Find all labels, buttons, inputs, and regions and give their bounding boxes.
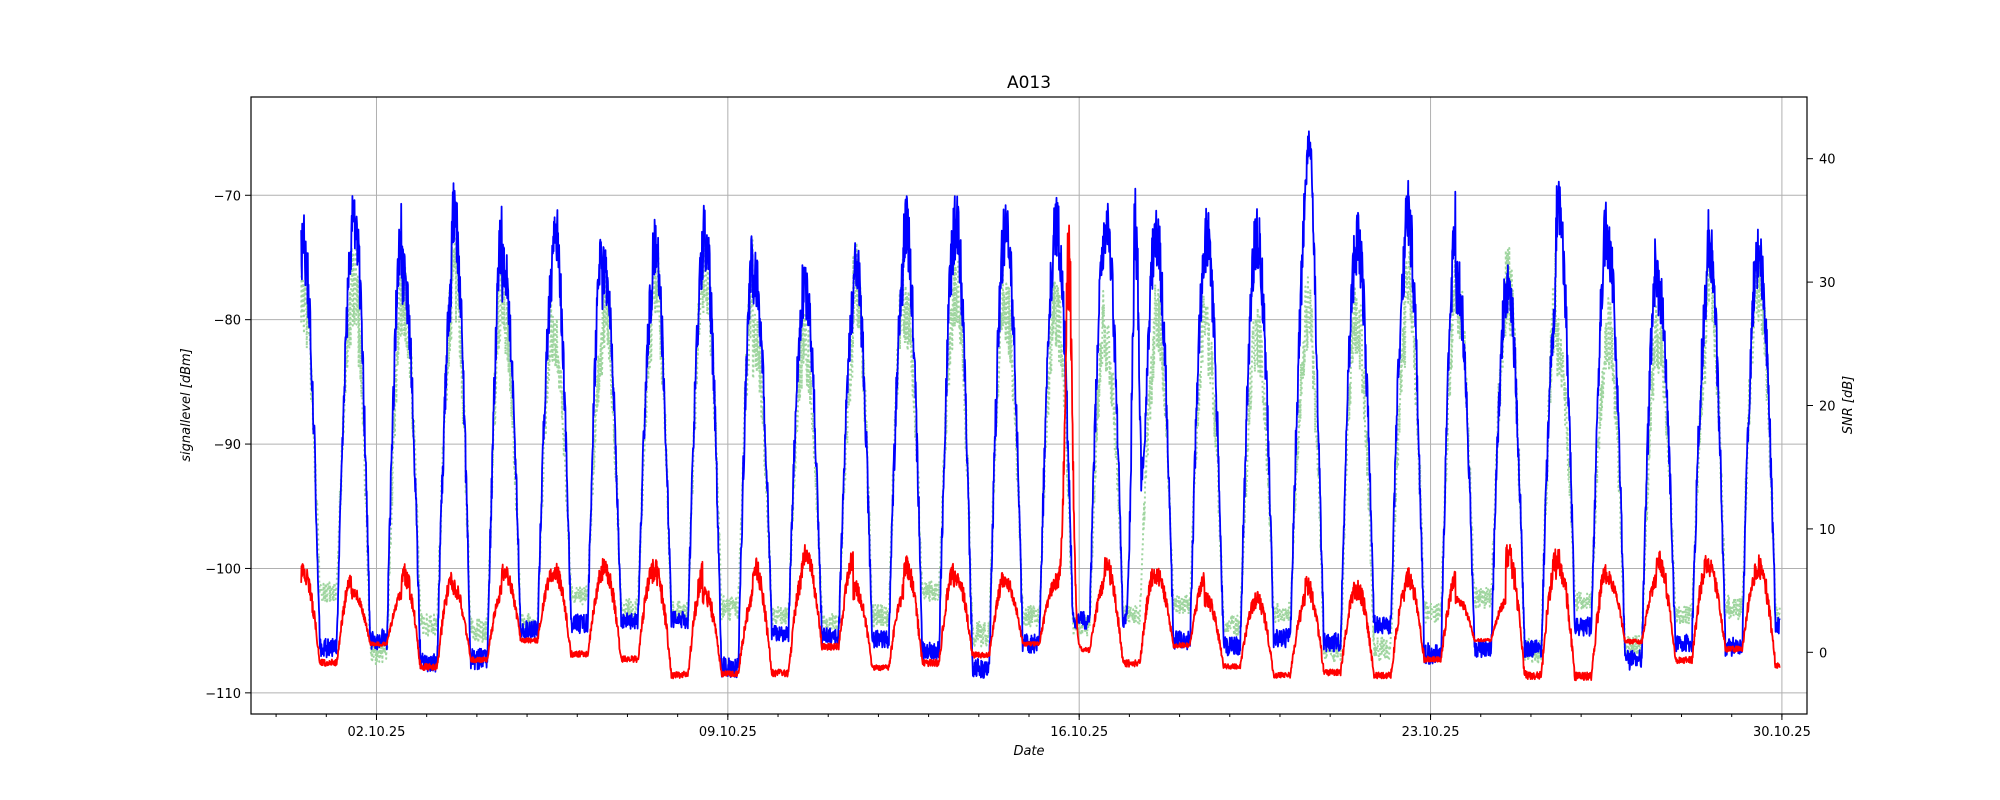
x-tick-label: 09.10.25 — [699, 725, 757, 740]
chart-title: A013 — [1007, 73, 1051, 93]
y-tick-label-left: −90 — [214, 438, 241, 453]
plot-frame — [250, 96, 1808, 715]
y-tick-label-left: −70 — [214, 189, 241, 204]
plot-series — [300, 130, 1781, 682]
y-tick-label-right: 20 — [1819, 400, 1836, 415]
y-tick-label-right: 30 — [1819, 276, 1836, 291]
x-axis-label: Date — [1013, 744, 1044, 759]
x-tick-label: 16.10.25 — [1050, 725, 1108, 740]
y-tick-label-right: 10 — [1819, 523, 1836, 538]
series-line-right-2 — [300, 224, 1781, 682]
y-tick-label-left: −100 — [205, 562, 241, 577]
y-tick-label-right: 40 — [1819, 153, 1836, 168]
x-tick-label: 02.10.25 — [348, 725, 406, 740]
x-tick-label: 23.10.25 — [1402, 725, 1460, 740]
axes: 02.10.25 09.10.25 16.10.25 23.10.25 30.10.25… — [205, 153, 1835, 740]
y-tick-label-right: 0 — [1819, 646, 1827, 661]
y-axis-label-right: SNR [dB] — [1841, 376, 1856, 434]
y-tick-label-left: −80 — [214, 314, 241, 329]
y-tick-label-left: −110 — [205, 687, 241, 702]
y-axis-label-left: signallevel [dBm] — [179, 348, 194, 461]
series-line-left-0 — [300, 130, 1781, 679]
x-tick-label: 30.10.25 — [1753, 725, 1811, 740]
